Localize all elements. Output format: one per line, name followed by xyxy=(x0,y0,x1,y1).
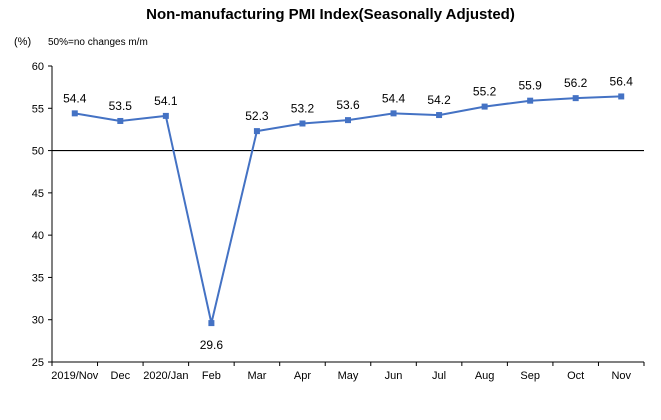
series-line xyxy=(74,95,622,325)
y-axis-ticks: 25 30 35 40 45 50 55 60 xyxy=(32,61,52,369)
x-tick-label: Dec xyxy=(111,370,131,382)
series-polyline xyxy=(74,95,622,325)
data-point xyxy=(208,320,215,327)
chart-axes xyxy=(51,66,644,363)
y-tick-label: 50 xyxy=(32,146,44,158)
y-tick-label: 60 xyxy=(32,61,44,73)
data-point xyxy=(618,93,625,100)
x-tick-label: Apr xyxy=(294,370,311,382)
x-tick-label: Mar xyxy=(247,370,266,382)
data-point xyxy=(345,117,351,124)
data-label: 29.6 xyxy=(200,338,224,352)
data-point xyxy=(572,95,579,102)
y-tick-label: 45 xyxy=(32,188,44,200)
data-point xyxy=(299,120,306,127)
data-label: 53.5 xyxy=(109,99,133,113)
data-label: 54.4 xyxy=(63,91,87,105)
x-tick-label: 2020/Jan xyxy=(143,370,188,382)
chart-annotation: 50%=no changes m/m xyxy=(48,37,148,48)
x-tick-label: Oct xyxy=(567,370,584,382)
data-point xyxy=(117,117,124,124)
data-points xyxy=(71,93,625,327)
x-tick-label: Aug xyxy=(475,370,495,382)
chart-title: Non-manufacturing PMI Index(Seasonally A… xyxy=(146,6,515,23)
data-label: 55.2 xyxy=(473,85,497,99)
data-label: 54.1 xyxy=(154,94,178,108)
x-tick-label: Sep xyxy=(520,370,540,382)
data-point xyxy=(390,110,397,117)
data-label: 53.2 xyxy=(291,102,315,116)
x-tick-label: May xyxy=(338,370,359,382)
y-tick-label: 40 xyxy=(32,230,44,242)
data-point xyxy=(527,97,534,104)
y-axis-unit-label: (%) xyxy=(14,36,31,48)
x-axis-ticks: 2019/Nov Dec 2020/Jan Feb Mar Apr May Jun Jul Aug… xyxy=(51,362,645,382)
data-label: 55.9 xyxy=(518,79,542,93)
data-point xyxy=(436,112,443,119)
x-tick-label: Jun xyxy=(385,370,403,382)
x-tick-label: Jul xyxy=(432,370,446,382)
x-tick-label: 2019/Nov xyxy=(51,370,99,382)
data-label: 56.2 xyxy=(564,76,588,90)
data-point xyxy=(71,110,78,117)
data-label: 56.4 xyxy=(610,74,634,88)
data-labels: 54.4 53.5 54.1 29.6 52.3 53.2 53.6 54.4 54.2 55.2… xyxy=(63,74,633,352)
y-tick-label: 30 xyxy=(32,315,44,327)
y-tick-label: 55 xyxy=(32,103,44,115)
data-label: 54.4 xyxy=(382,91,406,105)
x-tick-label: Nov xyxy=(611,370,631,382)
data-point xyxy=(253,128,260,135)
x-tick-label: Feb xyxy=(202,370,221,382)
data-label: 52.3 xyxy=(245,109,269,123)
y-tick-label: 35 xyxy=(32,272,44,284)
data-label: 53.6 xyxy=(336,98,360,112)
y-tick-label: 25 xyxy=(32,357,44,369)
data-label: 54.2 xyxy=(427,93,451,107)
data-point xyxy=(162,112,169,119)
data-point xyxy=(481,103,488,110)
